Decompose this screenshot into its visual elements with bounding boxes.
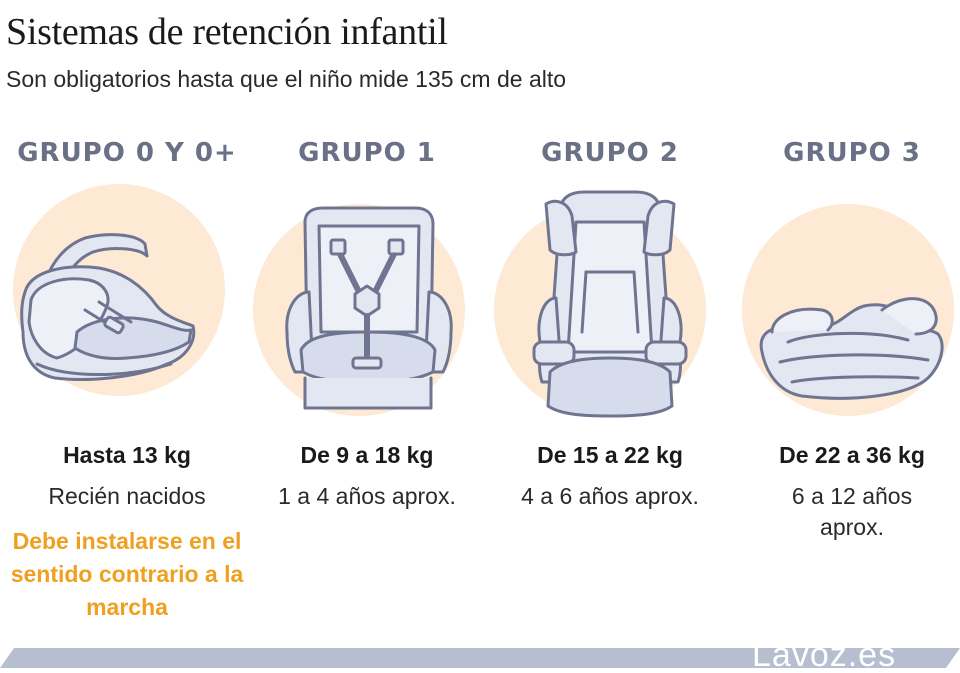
booster-cushion-icon	[742, 204, 954, 416]
page-subtitle: Son obligatorios hasta que el niño mide …	[6, 66, 567, 92]
age-range: 1 a 4 años aprox.	[278, 483, 456, 509]
brand-logo: Lavoz.es	[752, 636, 897, 673]
weight-range: De 15 a 22 kg	[537, 442, 683, 468]
weight-range: De 9 a 18 kg	[300, 442, 434, 468]
group-label: GRUPO 1	[298, 138, 436, 168]
infant-carrier-icon	[13, 184, 225, 396]
group-label: GRUPO 0 Y 0+	[17, 138, 237, 168]
page-title: Sistemas de retención infantil	[6, 11, 448, 53]
group-column-3: GRUPO 3 De 22 a 36 kg 6 a 12 años aprox.	[732, 132, 960, 632]
age-range: Recién nacidos	[48, 483, 206, 509]
group-column-2: GRUPO 2 De 15 a 22 kg 4 a 6 años aprox.	[490, 132, 730, 632]
age-range: 4 a 6 años aprox.	[521, 483, 699, 509]
harness-seat-icon	[253, 204, 465, 416]
age-range: 6 a 12 años aprox.	[791, 483, 913, 540]
weight-range: De 22 a 36 kg	[779, 442, 925, 468]
footer-bar	[0, 648, 960, 668]
installation-note: Debe instalarse en el sentido contrario …	[10, 528, 244, 620]
group-label: GRUPO 2	[541, 138, 679, 168]
high-back-booster-icon	[494, 190, 706, 418]
group-column-1: GRUPO 1 De 9 a 18 kg 1 a 4 años aprox.	[247, 132, 487, 632]
weight-range: Hasta 13 kg	[63, 442, 191, 468]
group-column-0: GRUPO 0 Y 0+ Hasta 13 kg Recién nacidos …	[7, 132, 247, 632]
group-label: GRUPO 3	[783, 138, 921, 168]
